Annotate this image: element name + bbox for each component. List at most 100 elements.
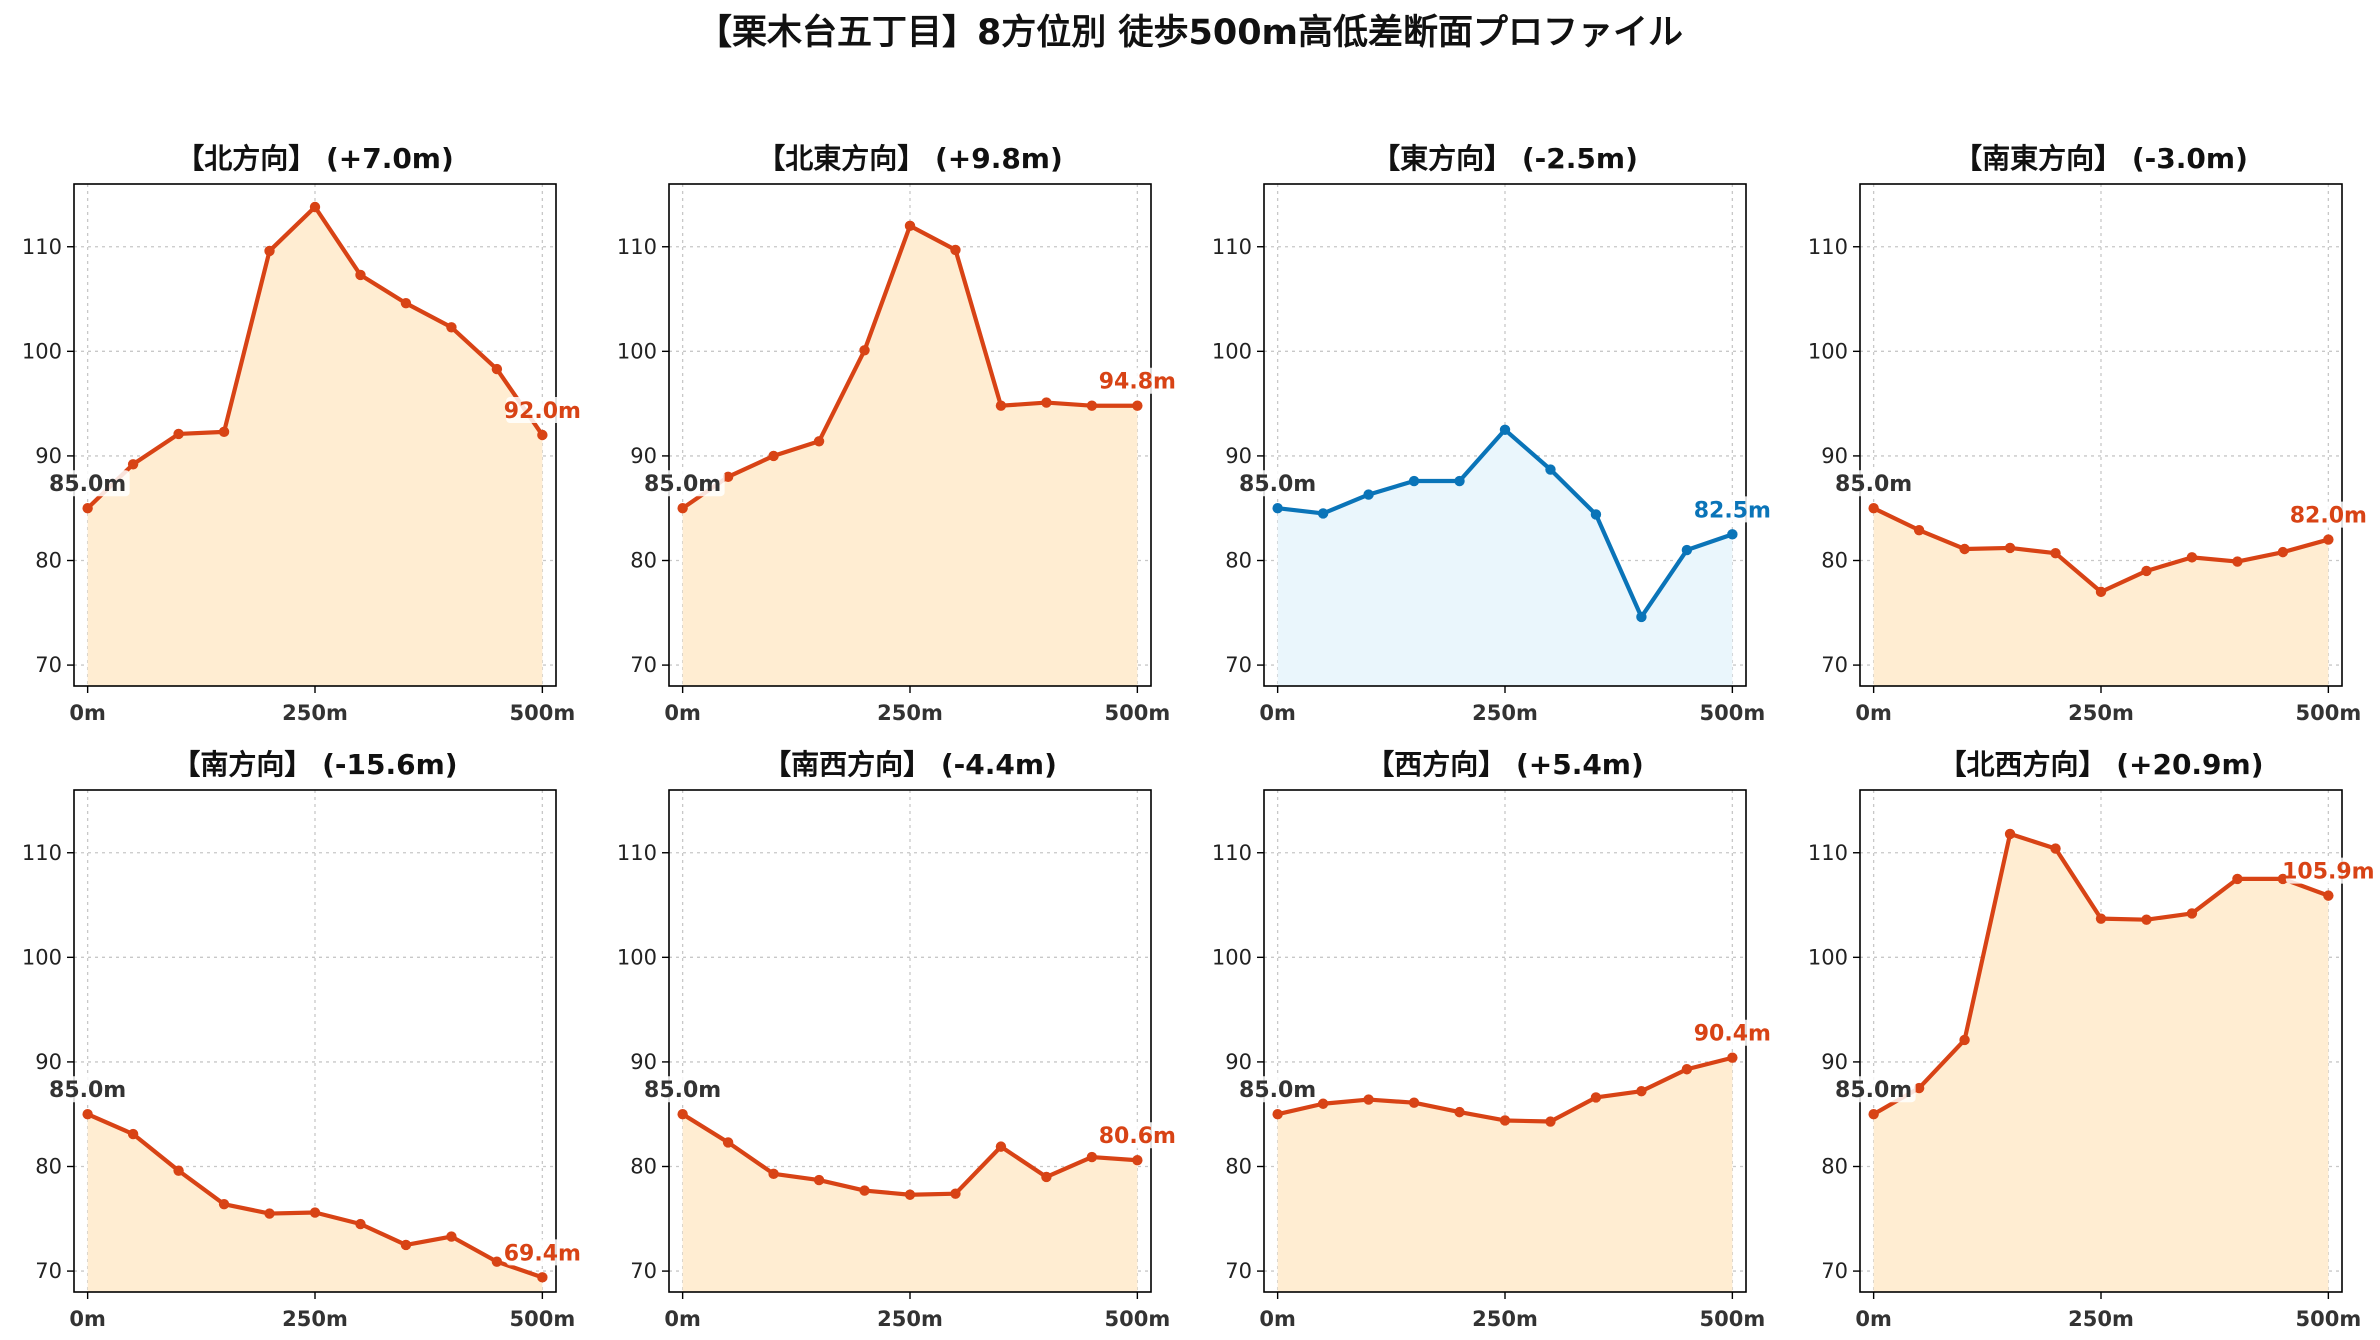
y-tick-label: 70 xyxy=(630,1259,657,1283)
profile-area xyxy=(1277,1057,1733,1292)
x-tick-label: 500m xyxy=(1104,1307,1170,1331)
profile-panel: 【北西方向】 (+20.9m) 70 80 90 100 110 0m 250m 500m 85.… xyxy=(1808,748,2375,1331)
end-elevation-label: 82.0m xyxy=(2290,504,2367,529)
panel-title: 【西方向】 (+5.4m) xyxy=(1366,748,1644,781)
end-elevation-label: 80.6m xyxy=(1099,1124,1176,1149)
profile-point xyxy=(1041,1171,1052,1183)
start-label-bg xyxy=(1831,1076,1916,1103)
y-tick-label: 80 xyxy=(1821,549,1848,573)
x-tick-label: 0m xyxy=(664,1307,701,1331)
profile-point xyxy=(1868,503,1879,514)
x-tick-label: 500m xyxy=(1699,701,1765,725)
y-tick-label: 70 xyxy=(1225,653,1252,677)
y-tick-label: 90 xyxy=(35,1050,62,1074)
profile-panel: 【北東方向】 (+9.8m) 70 80 90 100 110 0m 250m 500m 85.0… xyxy=(617,142,1176,725)
y-tick-label: 100 xyxy=(1808,339,1848,363)
profile-point xyxy=(2004,828,2016,840)
profile-point xyxy=(218,426,230,438)
profile-panel: 【南西方向】 (-4.4m) 70 80 90 100 110 0m 250m 500m 85.0… xyxy=(617,748,1176,1331)
profile-panel: 【西方向】 (+5.4m) 70 80 90 100 110 0m 250m 500m 85.0m… xyxy=(1212,748,1771,1331)
profile-point xyxy=(1041,397,1052,408)
x-tick-label: 0m xyxy=(69,701,106,725)
profile-point xyxy=(2323,534,2334,545)
profile-point xyxy=(1317,1098,1329,1109)
profile-point xyxy=(2004,542,2016,554)
profile-point xyxy=(768,1168,779,1180)
start-elevation-label: 85.0m xyxy=(49,472,126,497)
x-tick-label: 500m xyxy=(2295,1307,2361,1331)
profile-point xyxy=(1499,424,1511,435)
profile-point xyxy=(2186,552,2198,563)
y-tick-label: 110 xyxy=(617,235,657,259)
start-elevation-label: 85.0m xyxy=(1239,1078,1316,1103)
profile-point xyxy=(1454,475,1465,487)
profile-point xyxy=(2050,843,2061,854)
profile-point xyxy=(446,1231,457,1242)
y-tick-label: 90 xyxy=(1225,1050,1252,1074)
x-tick-label: 0m xyxy=(1855,1307,1892,1331)
y-tick-label: 70 xyxy=(1821,653,1848,677)
profile-point xyxy=(1959,1034,1970,1046)
panel-title: 【北方向】 (+7.0m) xyxy=(176,142,454,175)
profile-area xyxy=(1873,508,2329,686)
profile-point xyxy=(218,1198,230,1210)
y-tick-label: 80 xyxy=(35,549,62,573)
profile-point xyxy=(2141,565,2152,577)
y-tick-label: 110 xyxy=(617,841,657,865)
profile-point xyxy=(2323,890,2334,901)
start-elevation-label: 85.0m xyxy=(1239,472,1316,497)
profile-point xyxy=(309,201,321,213)
start-label-bg xyxy=(1831,470,1916,497)
profile-point xyxy=(677,1109,688,1120)
profile-point xyxy=(1590,509,1602,520)
x-tick-label: 500m xyxy=(1104,701,1170,725)
start-elevation-label: 85.0m xyxy=(1835,1078,1912,1103)
y-tick-label: 80 xyxy=(1821,1155,1848,1179)
start-label-bg xyxy=(45,470,130,497)
start-elevation-label: 85.0m xyxy=(49,1078,126,1103)
profile-point xyxy=(127,459,139,470)
y-tick-label: 100 xyxy=(1808,945,1848,969)
end-elevation-label: 94.8m xyxy=(1099,370,1176,395)
profile-point xyxy=(1913,1082,1925,1094)
profile-point xyxy=(1727,529,1738,540)
y-tick-label: 110 xyxy=(22,235,62,259)
profile-point xyxy=(1959,543,1970,555)
profile-point xyxy=(1363,1094,1374,1105)
y-tick-label: 80 xyxy=(1225,549,1252,573)
profile-point xyxy=(2141,914,2152,925)
y-tick-label: 100 xyxy=(1212,339,1252,363)
x-tick-label: 500m xyxy=(2295,701,2361,725)
profile-point xyxy=(2095,586,2107,598)
x-tick-label: 500m xyxy=(1699,1307,1765,1331)
end-label-bg xyxy=(1101,1122,1174,1149)
profile-point xyxy=(1590,1092,1602,1103)
y-tick-label: 90 xyxy=(630,1050,657,1074)
profile-area xyxy=(682,1114,1138,1292)
y-tick-label: 100 xyxy=(22,945,62,969)
profile-point xyxy=(82,503,93,514)
profile-point xyxy=(995,400,1007,411)
start-elevation-label: 85.0m xyxy=(644,1078,721,1103)
profile-point xyxy=(1545,464,1556,475)
end-elevation-label: 90.4m xyxy=(1694,1022,1771,1047)
panel-title: 【南西方向】 (-4.4m) xyxy=(763,748,1057,781)
y-tick-label: 80 xyxy=(630,549,657,573)
profile-point xyxy=(2232,556,2243,567)
x-tick-label: 250m xyxy=(1472,1307,1538,1331)
y-tick-label: 70 xyxy=(35,653,62,677)
profile-point xyxy=(2277,546,2289,558)
y-tick-label: 80 xyxy=(630,1155,657,1179)
profile-point xyxy=(1454,1106,1465,1118)
profile-point xyxy=(1317,508,1329,519)
end-elevation-label: 92.0m xyxy=(504,399,581,424)
y-tick-label: 70 xyxy=(630,653,657,677)
profile-point xyxy=(950,244,961,256)
y-tick-label: 80 xyxy=(35,1155,62,1179)
profile-point xyxy=(309,1207,321,1218)
end-label-bg xyxy=(2285,857,2371,884)
end-label-bg xyxy=(2292,501,2365,528)
y-tick-label: 100 xyxy=(617,339,657,363)
start-label-bg xyxy=(640,470,725,497)
